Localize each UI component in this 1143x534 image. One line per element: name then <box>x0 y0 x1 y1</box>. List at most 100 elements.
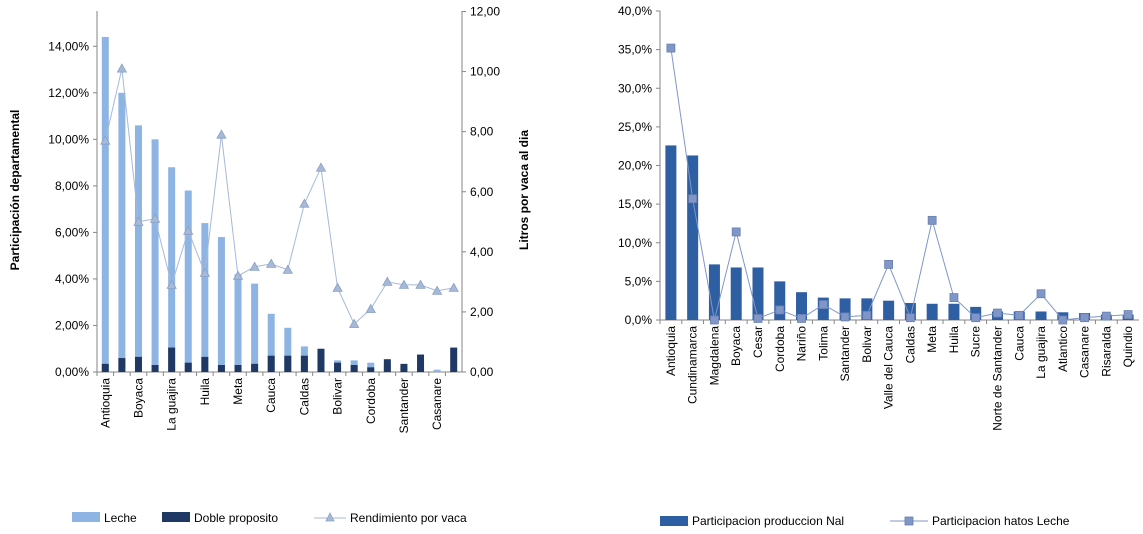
doble-proposito-bar <box>267 355 275 372</box>
left-y-tick-label: 4,00% <box>55 272 89 286</box>
rendimiento-marker <box>415 279 426 289</box>
produccion-bar <box>861 298 873 320</box>
right-category-label: Nariño <box>795 326 809 362</box>
leche-bar <box>134 125 142 372</box>
right-category-label: Bolivar <box>860 326 874 363</box>
produccion-bar <box>730 267 742 320</box>
left-category-label: Boyaca <box>131 378 145 418</box>
leche-bar <box>168 167 176 372</box>
doble-proposito-bar <box>334 362 342 372</box>
doble-proposito-bar <box>134 356 142 372</box>
left-y2-axis-title: Litros por vaca al dia <box>517 130 531 250</box>
doble-proposito-bar <box>201 356 209 372</box>
legend-marker-hatos <box>904 516 914 526</box>
legend-marker-rendimiento <box>325 512 335 522</box>
left-y2-tick-label: 12,00 <box>470 5 500 19</box>
right-y-tick-label: 20,0% <box>618 159 652 173</box>
hatos-marker <box>1101 311 1111 321</box>
right-category-label: Casanare <box>1078 326 1092 378</box>
leche-bar <box>251 283 259 372</box>
legend-label-produccion: Participacion produccion Nal <box>692 514 844 528</box>
leche-bar <box>184 190 192 372</box>
right-category-label: Huila <box>947 326 961 354</box>
produccion-bar <box>883 300 895 320</box>
hatos-marker <box>710 315 719 325</box>
right-y-tick-label: 40,0% <box>618 4 652 18</box>
leche-bar <box>284 327 292 372</box>
right-y-tick-label: 10,0% <box>618 236 652 250</box>
right-category-label: Boyaca <box>729 326 743 366</box>
rendimiento-marker <box>398 279 410 289</box>
hatos-marker <box>993 308 1002 318</box>
left-y-tick-label: 0,00% <box>55 365 89 379</box>
rendimiento-marker <box>348 318 360 328</box>
rendimiento-marker <box>448 282 459 292</box>
right-y-tick-label: 25,0% <box>618 120 652 134</box>
produccion-bar <box>904 303 916 320</box>
legend-label-leche: Leche <box>104 511 137 525</box>
left-category-label: Meta <box>231 378 245 405</box>
hatos-marker <box>927 215 937 225</box>
leche-bar <box>267 313 275 372</box>
rendimiento-marker <box>116 63 128 73</box>
right-category-label: Norte de Santander <box>990 326 1004 431</box>
right-category-label: Cordoba <box>773 326 787 372</box>
right-category-label: Cesar <box>751 326 765 358</box>
left-category-label: Casanare <box>430 378 444 430</box>
left-y2-tick-label: 8,00 <box>470 125 494 139</box>
rendimiento-marker <box>232 270 244 280</box>
legend-swatch-doble-proposito <box>162 512 190 522</box>
left-legend: Leche Doble proposito Rendimiento por va… <box>72 511 467 525</box>
rendimiento-marker <box>183 225 194 235</box>
doble-proposito-bar <box>317 348 325 372</box>
right-category-label: Tolima <box>816 326 830 361</box>
hatos-marker <box>1080 313 1089 323</box>
leche-bar <box>433 369 441 372</box>
doble-proposito-bar <box>300 355 308 372</box>
right-category-label: Santander <box>838 326 852 381</box>
produccion-bar <box>774 281 786 320</box>
left-y-axis-title: Participación departamental <box>8 110 22 271</box>
produccion-bar <box>687 155 699 320</box>
produccion-bar <box>796 292 808 320</box>
hatos-marker <box>840 312 850 322</box>
doble-proposito-bar <box>151 365 159 372</box>
hatos-marker <box>1123 310 1133 319</box>
hatos-marker <box>731 227 741 237</box>
doble-proposito-bar <box>450 347 458 372</box>
doble-proposito-bar <box>118 358 126 372</box>
hatos-marker <box>949 293 959 302</box>
left-category-label: Cordoba <box>364 378 378 424</box>
right-category-label: Meta <box>925 326 939 353</box>
hatos-marker <box>1036 289 1046 299</box>
rendimiento-marker <box>249 261 260 271</box>
left-category-label: La guajira <box>165 378 179 431</box>
hatos-marker <box>666 43 676 53</box>
hatos-marker <box>971 313 981 323</box>
right-category-label: Magdalena <box>707 326 721 386</box>
rendimiento-marker <box>149 213 161 223</box>
doble-proposito-bar <box>284 355 292 372</box>
rendimiento-marker <box>216 129 227 139</box>
hatos-marker <box>1014 310 1024 320</box>
hatos-marker <box>818 300 828 309</box>
rendimiento-marker <box>100 135 111 145</box>
leche-bar <box>151 139 159 372</box>
left-y-tick-label: 12,00% <box>48 86 89 100</box>
left-y2-tick-label: 2,00 <box>470 305 494 319</box>
leche-bar <box>217 237 225 372</box>
legend-label-rendimiento: Rendimiento por vaca <box>350 511 467 525</box>
left-y2-tick-label: 4,00 <box>470 245 494 259</box>
left-y-tick-label: 8,00% <box>55 179 89 193</box>
doble-proposito-bar <box>367 367 375 372</box>
hatos-marker <box>884 259 894 269</box>
rendimiento-marker <box>382 276 393 286</box>
doble-proposito-bar <box>234 365 242 372</box>
chart-right: Participacion produccion Nal Participaci… <box>618 4 1139 528</box>
right-y-tick-label: 5,0% <box>625 274 653 288</box>
hatos-marker <box>1058 315 1068 325</box>
rendimiento-line <box>104 68 454 325</box>
right-category-label: Caldas <box>903 326 917 363</box>
right-category-label: Sucre <box>969 326 983 358</box>
